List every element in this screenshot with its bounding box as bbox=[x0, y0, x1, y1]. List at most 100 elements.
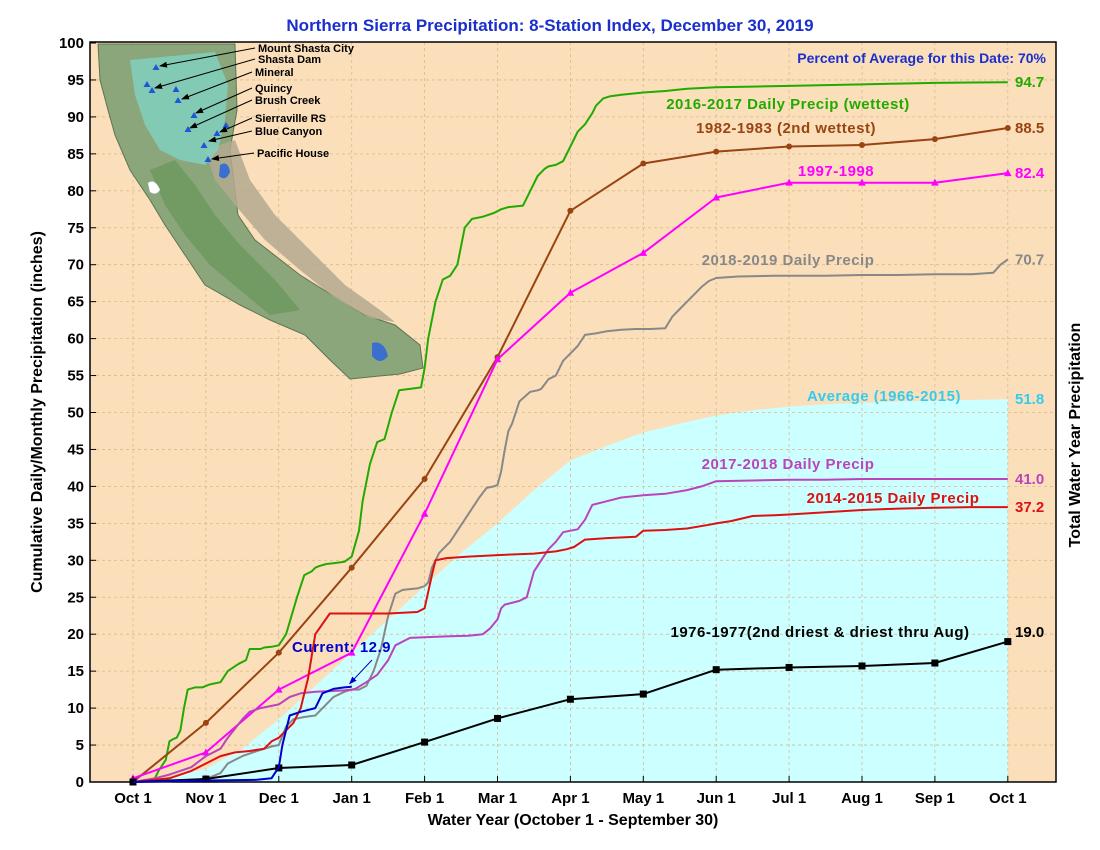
northern-sierra-basin bbox=[130, 52, 228, 165]
y-tick-label: 95 bbox=[67, 72, 84, 89]
series-end-value: 82.4 bbox=[1015, 165, 1045, 182]
data-point bbox=[566, 695, 574, 703]
x-axis-title: Water Year (October 1 - September 30) bbox=[428, 812, 719, 829]
y-tick-label: 55 bbox=[67, 368, 84, 385]
y-tick-label: 40 bbox=[67, 478, 84, 495]
station-pointer bbox=[208, 130, 253, 143]
station-pointer bbox=[211, 152, 255, 161]
y-tick-label: 30 bbox=[67, 552, 84, 569]
series-line-7 bbox=[132, 685, 352, 783]
data-point bbox=[348, 564, 355, 571]
station-marker bbox=[143, 81, 151, 87]
current-arrow bbox=[349, 659, 373, 685]
y-tick-label: 15 bbox=[67, 663, 84, 680]
station-label: Quincy bbox=[255, 83, 293, 95]
x-tick-label: Oct 1 bbox=[989, 790, 1027, 807]
station-marker bbox=[213, 130, 221, 136]
series-line-0 bbox=[132, 81, 1008, 783]
station-pointer bbox=[181, 71, 253, 100]
series-name-label: 2018-2019 Daily Precip bbox=[702, 252, 875, 269]
series-line-4 bbox=[132, 478, 1008, 783]
data-point bbox=[1004, 124, 1011, 131]
series-end-value: 19.0 bbox=[1015, 624, 1044, 641]
data-point bbox=[1004, 638, 1012, 646]
series-name-label: 1982-1983 (2nd wettest) bbox=[696, 120, 876, 137]
data-point bbox=[202, 748, 210, 756]
x-tick-label: May 1 bbox=[622, 790, 664, 807]
station-marker bbox=[152, 64, 160, 70]
series-name-label: 1976-1977(2nd driest & driest thru Aug) bbox=[670, 624, 969, 641]
series-name-label: 2017-2018 Daily Precip bbox=[702, 456, 875, 473]
y-tick-label: 35 bbox=[67, 515, 84, 532]
data-point bbox=[931, 178, 939, 186]
x-tick-label: Sep 1 bbox=[915, 790, 955, 807]
series-labels: 2016-2017 Daily Precip (wettest) 1982-198… bbox=[292, 74, 1045, 685]
series-name-label: 2014-2015 Daily Precip bbox=[807, 490, 980, 507]
x-tick-label: Jan 1 bbox=[333, 790, 371, 807]
data-point bbox=[931, 659, 939, 667]
data-point bbox=[202, 719, 209, 726]
x-tick-label: Oct 1 bbox=[114, 790, 152, 807]
x-tick-label: Apr 1 bbox=[551, 790, 589, 807]
series-line-5 bbox=[132, 506, 1008, 783]
y-axis-ticks: 0 5 10 15 20 25 30 35 40 45 50 55 60 65 70 75 80 85 90 95 10… bbox=[59, 35, 96, 791]
station-label: Blue Canyon bbox=[255, 126, 323, 138]
y-tick-label: 25 bbox=[67, 589, 84, 606]
data-point bbox=[348, 761, 356, 769]
chart-title: Northern Sierra Precipitation: 8-Station… bbox=[286, 16, 813, 35]
y-tick-label: 60 bbox=[67, 331, 84, 348]
data-point bbox=[639, 690, 647, 698]
series-name-label: Average (1966-2015) bbox=[807, 388, 961, 405]
y-tick-label: 10 bbox=[67, 700, 84, 717]
x-axis-ticks: Oct 1 Nov 1 Dec 1 Jan 1 Feb 1 Mar 1 Apr 1 May 1… bbox=[114, 776, 1027, 807]
station-marker bbox=[148, 87, 156, 93]
current-label: Current: 12.9 bbox=[292, 639, 391, 656]
data-point bbox=[275, 685, 283, 693]
data-point bbox=[421, 738, 429, 746]
x-tick-label: Feb 1 bbox=[405, 790, 444, 807]
x-tick-label: Jun 1 bbox=[697, 790, 736, 807]
series-end-value: 37.2 bbox=[1015, 499, 1044, 516]
y-tick-label: 20 bbox=[67, 626, 84, 643]
central-valley bbox=[150, 160, 300, 315]
series-name-label: 2016-2017 Daily Precip (wettest) bbox=[666, 96, 910, 113]
data-point bbox=[859, 141, 865, 148]
y-tick-label: 90 bbox=[67, 109, 84, 126]
grid-lines bbox=[90, 42, 1056, 782]
station-marker bbox=[200, 142, 208, 148]
data-point bbox=[347, 648, 356, 656]
series-end-value: 94.7 bbox=[1015, 74, 1044, 91]
data-point bbox=[566, 288, 575, 296]
station-marker bbox=[184, 126, 192, 132]
y-tick-label: 70 bbox=[67, 257, 84, 274]
y-tick-label: 50 bbox=[67, 405, 84, 422]
x-tick-label: Mar 1 bbox=[478, 790, 517, 807]
station-pointer bbox=[189, 99, 253, 129]
series-line-3 bbox=[132, 258, 1009, 783]
data-point bbox=[786, 143, 793, 150]
series-end-value: 70.7 bbox=[1015, 252, 1044, 269]
station-label: Brush Creek bbox=[255, 95, 321, 107]
data-point bbox=[858, 178, 866, 186]
sierra-range bbox=[205, 140, 395, 322]
x-tick-label: Jul 1 bbox=[772, 790, 806, 807]
sf-bay bbox=[147, 181, 161, 194]
station-label: Pacific House bbox=[257, 148, 329, 160]
data-point bbox=[421, 476, 428, 483]
data-point bbox=[493, 355, 502, 363]
y2-axis-title: Total Water Year Precipitation bbox=[1067, 323, 1084, 548]
station-marker bbox=[174, 97, 182, 103]
y-tick-label: 65 bbox=[67, 294, 84, 311]
station-pointer bbox=[154, 58, 256, 89]
y-tick-label: 45 bbox=[67, 441, 84, 458]
data-point bbox=[1004, 169, 1012, 177]
data-point bbox=[785, 178, 793, 186]
x-tick-label: Dec 1 bbox=[259, 790, 299, 807]
data-point bbox=[931, 136, 938, 143]
x-tick-label: Aug 1 bbox=[841, 790, 883, 807]
data-point bbox=[640, 160, 647, 167]
station-label: Mineral bbox=[255, 67, 294, 79]
station-label: Sierraville RS bbox=[255, 113, 326, 125]
data-point bbox=[494, 714, 501, 722]
